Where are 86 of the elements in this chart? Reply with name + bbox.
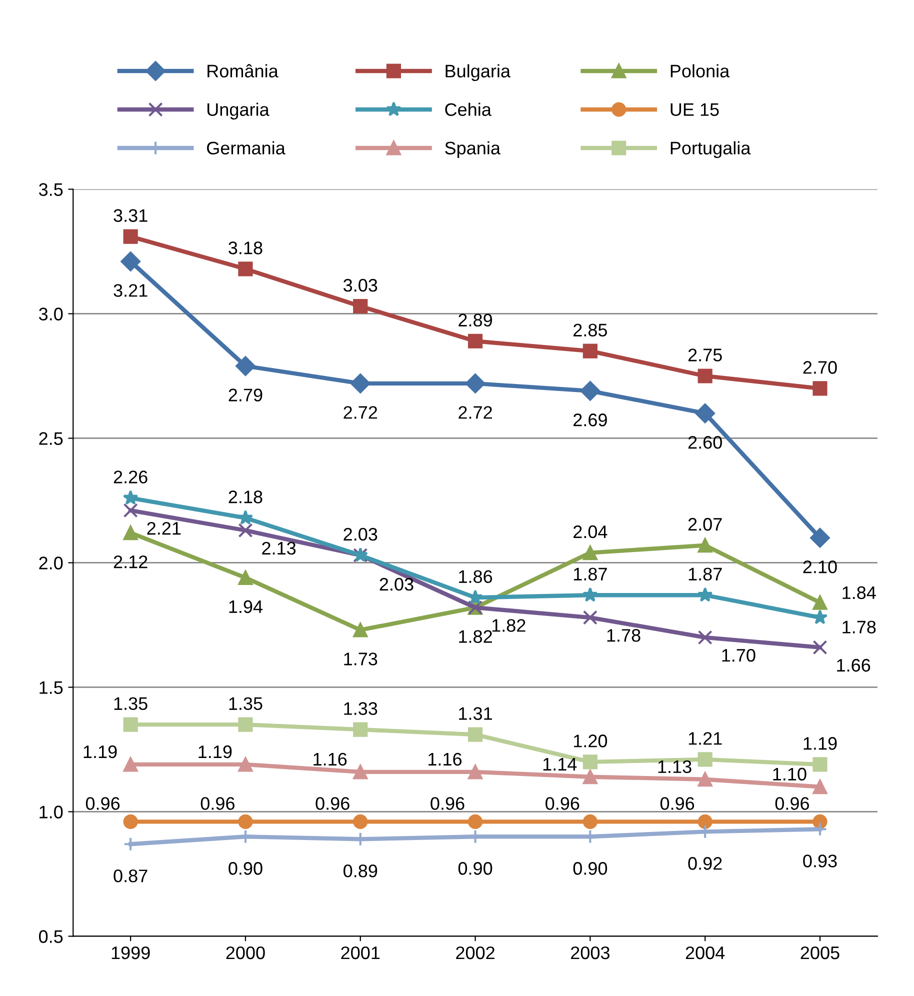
- legend-label: Cehia: [445, 102, 492, 116]
- data-label: 0.96: [775, 797, 809, 810]
- data-label: 0.96: [86, 797, 120, 810]
- data-label: 1.20: [574, 734, 608, 748]
- data-label: 0.96: [546, 797, 580, 810]
- data-label: 0.93: [803, 854, 837, 868]
- data-label: 0.87: [114, 870, 148, 882]
- legend-label: Portugalia: [670, 141, 751, 158]
- data-label: 1.84: [842, 586, 876, 600]
- x-tick-label: 1999: [112, 946, 150, 960]
- legend-label: România: [208, 64, 278, 78]
- data-label: 2.10: [803, 560, 837, 574]
- legend-label: Germania: [207, 141, 286, 154]
- data-label: 1.35: [114, 697, 148, 710]
- data-label: 1.87: [574, 568, 607, 581]
- legend-label: Spania: [445, 141, 500, 158]
- data-label: 1.82: [492, 619, 526, 632]
- data-label: 2.79: [228, 388, 262, 402]
- x-tick-label: 2000: [226, 946, 265, 960]
- data-label: 1.70: [722, 648, 756, 662]
- data-label: 0.96: [200, 797, 234, 810]
- data-label: 1.19: [198, 745, 232, 758]
- legend-label: Polonia: [670, 64, 730, 78]
- data-label: 3.18: [228, 242, 262, 254]
- data-label: 2.60: [688, 436, 722, 449]
- legend-label: UE 15: [670, 103, 719, 116]
- data-label: 1.31: [459, 707, 492, 720]
- legend-label: Ungaria: [208, 102, 270, 120]
- data-label: 1.78: [607, 629, 640, 642]
- data-label: 1.66: [837, 658, 870, 672]
- data-label: 1.94: [229, 600, 263, 614]
- data-label: 3.21: [114, 284, 148, 297]
- x-tick-label: 2005: [800, 946, 840, 960]
- data-label: 0.96: [316, 797, 350, 810]
- data-label: 2.07: [688, 518, 722, 531]
- data-label: 1.14: [543, 758, 577, 770]
- y-tick-label: 1.0: [40, 806, 63, 818]
- data-label: 2.72: [344, 406, 378, 419]
- data-label: 1.35: [229, 697, 262, 710]
- data-label: 0.90: [573, 862, 608, 875]
- data-label: 2.85: [574, 324, 607, 336]
- data-label: 1.82: [459, 630, 492, 643]
- data-label: 2.75: [688, 348, 722, 362]
- data-label: 2.04: [574, 525, 608, 538]
- data-label: 0.89: [344, 864, 378, 878]
- data-label: 1.21: [688, 732, 722, 745]
- y-tick-label: 1.5: [40, 681, 63, 694]
- legend-label: Bulgaria: [446, 64, 511, 82]
- data-label: 1.13: [658, 760, 692, 774]
- data-label: 1.19: [804, 737, 837, 750]
- y-tick-label: 2.5: [39, 432, 63, 445]
- data-label: 3.03: [343, 278, 378, 292]
- data-label: 1.87: [688, 568, 722, 581]
- data-label: 3.31: [114, 209, 148, 222]
- x-tick-label: 2001: [341, 946, 380, 960]
- y-tick-label: 2.0: [39, 556, 63, 570]
- data-label: 2.03: [380, 578, 414, 591]
- data-label: 1.16: [428, 752, 462, 766]
- data-label: 2.03: [344, 528, 378, 541]
- data-label: 1.19: [84, 745, 117, 758]
- data-label: 2.13: [262, 542, 296, 555]
- data-label: 0.92: [688, 857, 722, 870]
- x-tick-label: 2002: [456, 946, 494, 960]
- data-label: 0.96: [660, 797, 694, 810]
- data-label: 2.18: [228, 490, 262, 504]
- data-label: 0.96: [430, 797, 464, 810]
- y-tick-label: 3.0: [38, 308, 63, 320]
- data-label: 1.16: [314, 752, 347, 766]
- data-label: 2.70: [803, 361, 837, 374]
- data-label: 0.90: [458, 862, 492, 875]
- y-tick-label: 3.5: [38, 183, 63, 196]
- data-label: 1.10: [773, 768, 806, 781]
- data-label: 1.33: [344, 702, 378, 715]
- data-label: 2.26: [114, 470, 148, 484]
- x-tick-label: 2003: [571, 946, 610, 960]
- y-tick-label: 0.5: [39, 930, 63, 943]
- data-label: 1.73: [344, 652, 378, 666]
- x-tick-label: 2004: [686, 946, 725, 960]
- data-label: 2.12: [114, 555, 148, 568]
- data-label: 0.90: [228, 862, 262, 875]
- data-label: 2.72: [458, 406, 492, 419]
- data-label: 1.78: [842, 620, 876, 634]
- data-label: 1.86: [459, 570, 492, 583]
- data-label: 2.69: [574, 414, 607, 426]
- data-label: 2.89: [458, 314, 492, 327]
- data-label: 2.21: [147, 522, 181, 535]
